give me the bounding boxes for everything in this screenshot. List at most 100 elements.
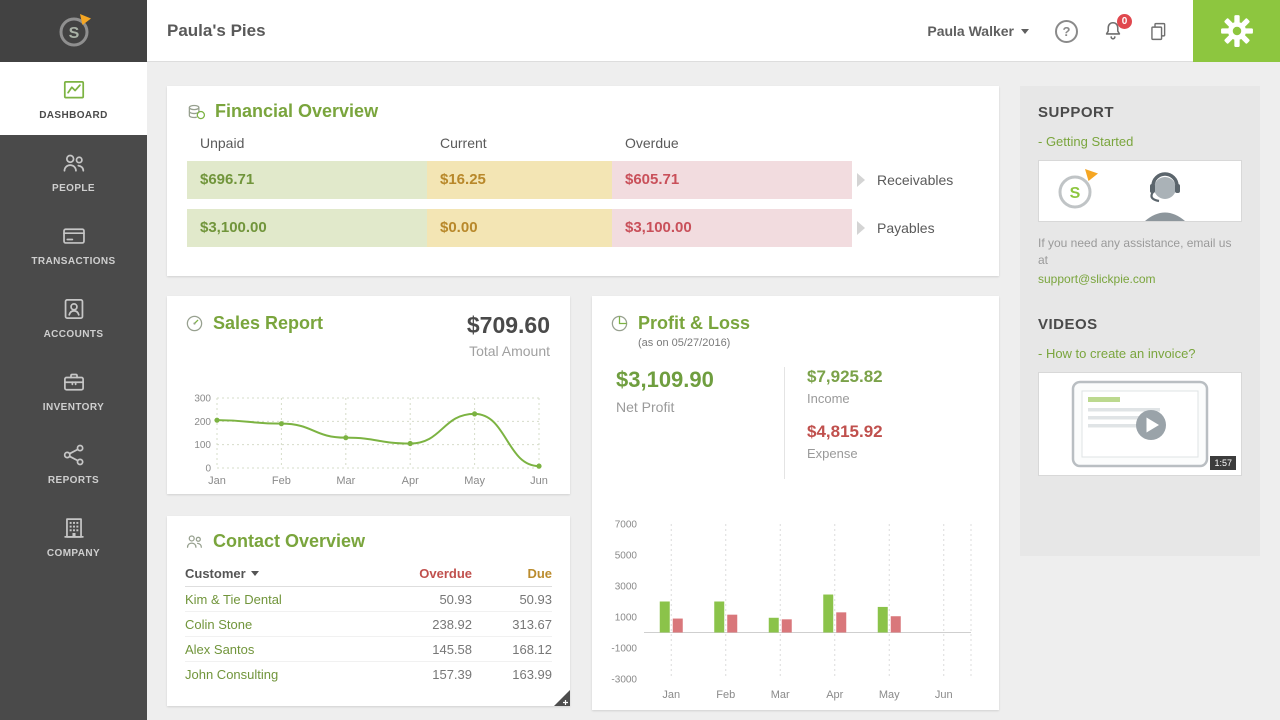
payables-current-value[interactable]: $0.00 bbox=[427, 209, 612, 247]
building-icon bbox=[63, 517, 84, 538]
sidebar-item-label: PEOPLE bbox=[52, 182, 95, 194]
support-panel: SUPPORT - Getting Started S If you need … bbox=[1020, 86, 1260, 556]
due-header[interactable]: Due bbox=[527, 566, 552, 581]
contact-table-header: Customer Overdue Due bbox=[185, 561, 552, 587]
sidebar-item-inventory[interactable]: INVENTORY bbox=[0, 354, 147, 427]
slickpie-logo-icon: S bbox=[59, 14, 91, 47]
due-value: 50.93 bbox=[519, 591, 552, 607]
sales-total: $709.60 Total Amount bbox=[467, 312, 550, 359]
dashboard-icon bbox=[63, 80, 84, 98]
settings-button[interactable] bbox=[1193, 0, 1280, 62]
due-value: 168.12 bbox=[512, 641, 552, 657]
bell-icon bbox=[1105, 21, 1121, 40]
sales-total-label: Total Amount bbox=[469, 343, 550, 359]
help-icon: ? bbox=[1055, 19, 1078, 43]
customer-header-label: Customer bbox=[185, 566, 246, 581]
card-title-text: Financial Overview bbox=[215, 101, 379, 121]
profit-loss-stats: $3,109.90 Net Profit $7,925.82 Income $4… bbox=[616, 367, 981, 479]
sales-chart-wrap: 0 100 200 300 Jan Feb Mar Apr May Jun bbox=[183, 391, 555, 491]
receivables-row: $696.71 $16.25 $605.71 Receivables bbox=[187, 161, 979, 199]
sidebar-item-label: INVENTORY bbox=[42, 401, 105, 413]
table-row: Colin Stone 238.92 313.67 bbox=[185, 612, 552, 637]
app-logo[interactable]: S bbox=[0, 0, 147, 62]
svg-text:May: May bbox=[879, 689, 900, 701]
support-email-link[interactable]: support@slickpie.com bbox=[1038, 271, 1156, 286]
documents-button[interactable] bbox=[1148, 21, 1169, 42]
overdue-header[interactable]: Overdue bbox=[419, 566, 472, 581]
svg-text:Jun: Jun bbox=[935, 689, 953, 701]
svg-text:1000: 1000 bbox=[615, 613, 638, 624]
sidebar-item-dashboard[interactable]: DASHBOARD bbox=[0, 62, 147, 135]
svg-text:Jan: Jan bbox=[208, 475, 226, 487]
svg-text:300: 300 bbox=[194, 394, 211, 405]
svg-text:-1000: -1000 bbox=[611, 644, 637, 655]
card-title-text: Contact Overview bbox=[213, 531, 366, 551]
column-header-unpaid: Unpaid bbox=[200, 135, 245, 151]
svg-text:-3000: -3000 bbox=[611, 675, 637, 686]
profit-loss-chart: 7000 5000 3000 1000 -1000 -3000 Jan Feb Mar Apr Ma… bbox=[611, 520, 972, 701]
profit-loss-card: Profit & Loss (as on 05/27/2016) $3,109.… bbox=[592, 296, 999, 710]
income-block: $7,925.82 Income bbox=[807, 367, 883, 406]
id-badge-icon bbox=[64, 298, 83, 319]
resize-handle[interactable] bbox=[554, 690, 570, 706]
svg-text:100: 100 bbox=[194, 440, 211, 451]
contact-overview-title-row: Contact Overview bbox=[167, 516, 570, 552]
receivables-label: Receivables bbox=[877, 172, 954, 188]
customer-link[interactable]: Kim & Tie Dental bbox=[185, 591, 282, 607]
topbar: S Paula's Pies Paula Walker ? 0 bbox=[0, 0, 1280, 62]
sidebar-item-label: ACCOUNTS bbox=[43, 328, 104, 340]
sidebar-item-reports[interactable]: REPORTS bbox=[0, 427, 147, 500]
briefcase-icon bbox=[63, 373, 84, 391]
sidebar: DASHBOARD PEOPLE TRANSACTIONS ACCOUNTS bbox=[0, 62, 147, 720]
gauge-icon bbox=[186, 315, 203, 332]
payables-row: $3,100.00 $0.00 $3,100.00 Payables bbox=[187, 209, 979, 247]
financial-column-headers: Unpaid Current Overdue bbox=[187, 135, 979, 151]
svg-text:Mar: Mar bbox=[771, 689, 790, 701]
customer-link[interactable]: Colin Stone bbox=[185, 616, 253, 632]
column-header-current: Current bbox=[440, 135, 487, 151]
svg-text:200: 200 bbox=[194, 417, 211, 428]
income-amount: $7,925.82 bbox=[807, 367, 883, 386]
overdue-value: 157.39 bbox=[432, 667, 472, 682]
assistance-text: If you need any assistance, email us at bbox=[1038, 236, 1232, 267]
video-link[interactable]: - How to create an invoice? bbox=[1038, 345, 1196, 361]
support-heading: SUPPORT bbox=[1038, 104, 1115, 121]
getting-started-link[interactable]: - Getting Started bbox=[1038, 134, 1134, 149]
sales-report-card: Sales Report $709.60 Total Amount 0 100 20… bbox=[167, 296, 570, 494]
notifications-button[interactable]: 0 bbox=[1102, 14, 1132, 42]
svg-text:Jan: Jan bbox=[662, 689, 680, 701]
payables-unpaid-value[interactable]: $3,100.00 bbox=[187, 209, 427, 247]
sidebar-item-people[interactable]: PEOPLE bbox=[0, 135, 147, 208]
user-menu[interactable]: Paula Walker bbox=[927, 23, 1029, 39]
people-icon bbox=[63, 154, 84, 172]
support-agent-illustration-icon: S bbox=[1058, 169, 1185, 221]
copy-icon bbox=[1151, 22, 1166, 40]
table-row: Kim & Tie Dental 50.93 50.93 bbox=[185, 587, 552, 612]
payables-label: Payables bbox=[877, 220, 935, 236]
payables-overdue-value[interactable]: $3,100.00 bbox=[612, 209, 852, 247]
svg-text:Feb: Feb bbox=[272, 475, 291, 487]
svg-text:Jun: Jun bbox=[530, 475, 548, 487]
sort-customer-header[interactable]: Customer bbox=[185, 566, 377, 581]
overdue-value: 145.58 bbox=[432, 641, 472, 657]
net-profit-amount: $3,109.90 bbox=[616, 367, 714, 392]
svg-text:Mar: Mar bbox=[336, 475, 355, 487]
video-thumbnail[interactable]: 1:57 bbox=[1038, 371, 1242, 476]
receivables-unpaid-value[interactable]: $696.71 bbox=[187, 161, 427, 199]
customer-link[interactable]: John Consulting bbox=[185, 667, 279, 682]
receivables-current-value[interactable]: $16.25 bbox=[427, 161, 612, 199]
sidebar-item-transactions[interactable]: TRANSACTIONS bbox=[0, 208, 147, 281]
svg-text:Apr: Apr bbox=[402, 475, 419, 487]
svg-text:3000: 3000 bbox=[615, 582, 638, 593]
sidebar-item-accounts[interactable]: ACCOUNTS bbox=[0, 281, 147, 354]
customer-link[interactable]: Alex Santos bbox=[185, 641, 255, 657]
receivables-overdue-value[interactable]: $605.71 bbox=[612, 161, 852, 199]
contact-overview-card: Contact Overview Customer Overdue Due Ki… bbox=[167, 516, 570, 706]
svg-text:7000: 7000 bbox=[615, 520, 638, 531]
help-button[interactable]: ? bbox=[1055, 19, 1078, 43]
sidebar-item-company[interactable]: COMPANY bbox=[0, 500, 147, 573]
tablet-video-icon bbox=[1071, 380, 1209, 467]
sales-report-title-row: Sales Report bbox=[167, 296, 570, 334]
profit-loss-date: (as on 05/27/2016) bbox=[638, 337, 731, 349]
chevron-down-icon bbox=[1021, 28, 1029, 34]
